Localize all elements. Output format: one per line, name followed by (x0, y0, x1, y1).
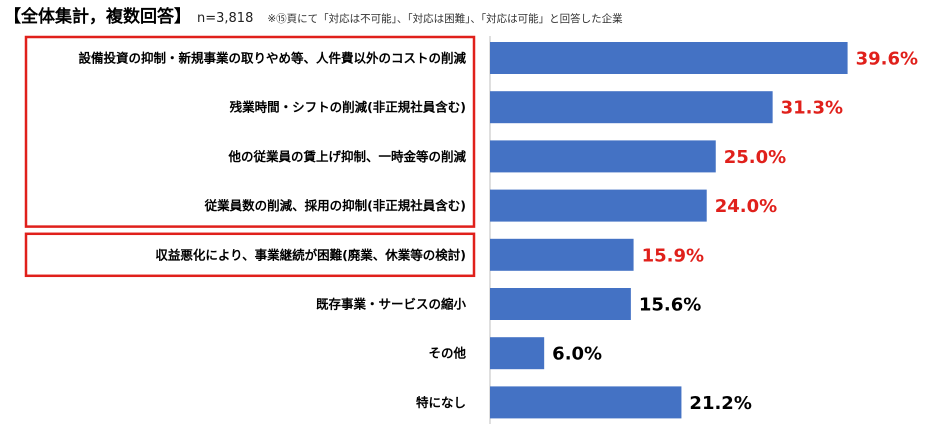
highlight-box-2 (24, 232, 476, 278)
value-label: 31.3% (781, 98, 843, 119)
category-label: 他の従業員の賃上げ抑制、一時金等の削減 (227, 149, 466, 164)
chart-header: 【全体集計，複数回答】 n=3,818 ※⑮頁にて「対応は不可能」、「対応は困難… (4, 2, 623, 28)
bar (490, 288, 631, 320)
footnote-label: ※⑮頁にて「対応は不可能」、「対応は困難」、「対応は可能」と回答した企業 (267, 13, 623, 25)
value-label: 39.6% (856, 49, 918, 70)
bar (490, 386, 682, 419)
category-label: 残業時間・シフトの削減(非正規社員含む) (230, 100, 466, 115)
bar (490, 42, 848, 74)
bar (490, 238, 634, 271)
value-label: 15.6% (639, 295, 701, 316)
bar (490, 337, 545, 370)
category-label: その他 (428, 346, 466, 361)
sample-size-label: n=3,818 (197, 11, 254, 26)
value-label: 15.9% (642, 245, 704, 266)
category-label: 既存事業・サービスの縮小 (316, 297, 467, 312)
value-label: 25.0% (724, 147, 786, 168)
highlight-box-1 (24, 35, 476, 228)
category-label: 設備投資の抑制・新規事業の取りやめ等、人件費以外のコストの削減 (78, 51, 466, 66)
category-label: 特になし (416, 395, 466, 410)
chart-title: 【全体集計，複数回答】 (4, 7, 191, 27)
category-label: 収益悪化により、事業継続が困難(廃業、休業等の検討) (155, 247, 466, 262)
category-label: 従業員数の削減、採用の抑制(非正規社員含む) (204, 198, 466, 213)
value-label: 24.0% (715, 196, 777, 217)
bar (490, 189, 707, 222)
value-label: 21.2% (689, 393, 751, 414)
bar (490, 91, 773, 124)
value-label: 6.0% (552, 344, 602, 365)
bar (490, 140, 716, 173)
